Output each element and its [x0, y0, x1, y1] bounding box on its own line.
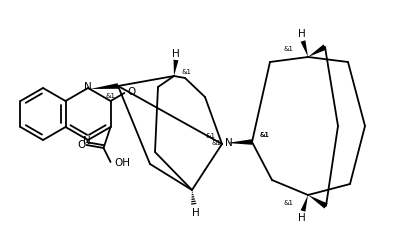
Text: &1: &1 [283, 200, 293, 206]
Polygon shape [90, 83, 118, 89]
Text: H: H [298, 213, 306, 223]
Text: H: H [192, 208, 200, 218]
Polygon shape [301, 40, 308, 57]
Text: &1: &1 [205, 133, 215, 139]
Text: OH: OH [115, 158, 131, 168]
Polygon shape [308, 44, 327, 57]
Text: O: O [127, 87, 135, 97]
Text: N: N [83, 136, 91, 146]
Text: N: N [84, 82, 92, 92]
Text: &1: &1 [212, 140, 222, 146]
Polygon shape [227, 139, 252, 145]
Text: &1: &1 [259, 132, 269, 138]
Text: O: O [77, 140, 86, 150]
Text: &1: &1 [105, 93, 115, 99]
Text: H: H [172, 49, 180, 59]
Text: N: N [225, 138, 233, 148]
Text: &1: &1 [181, 69, 191, 75]
Polygon shape [301, 195, 308, 212]
Polygon shape [308, 195, 327, 209]
Text: &1: &1 [259, 132, 269, 138]
Text: H: H [298, 29, 306, 39]
Polygon shape [173, 60, 179, 76]
Text: &1: &1 [283, 46, 293, 52]
